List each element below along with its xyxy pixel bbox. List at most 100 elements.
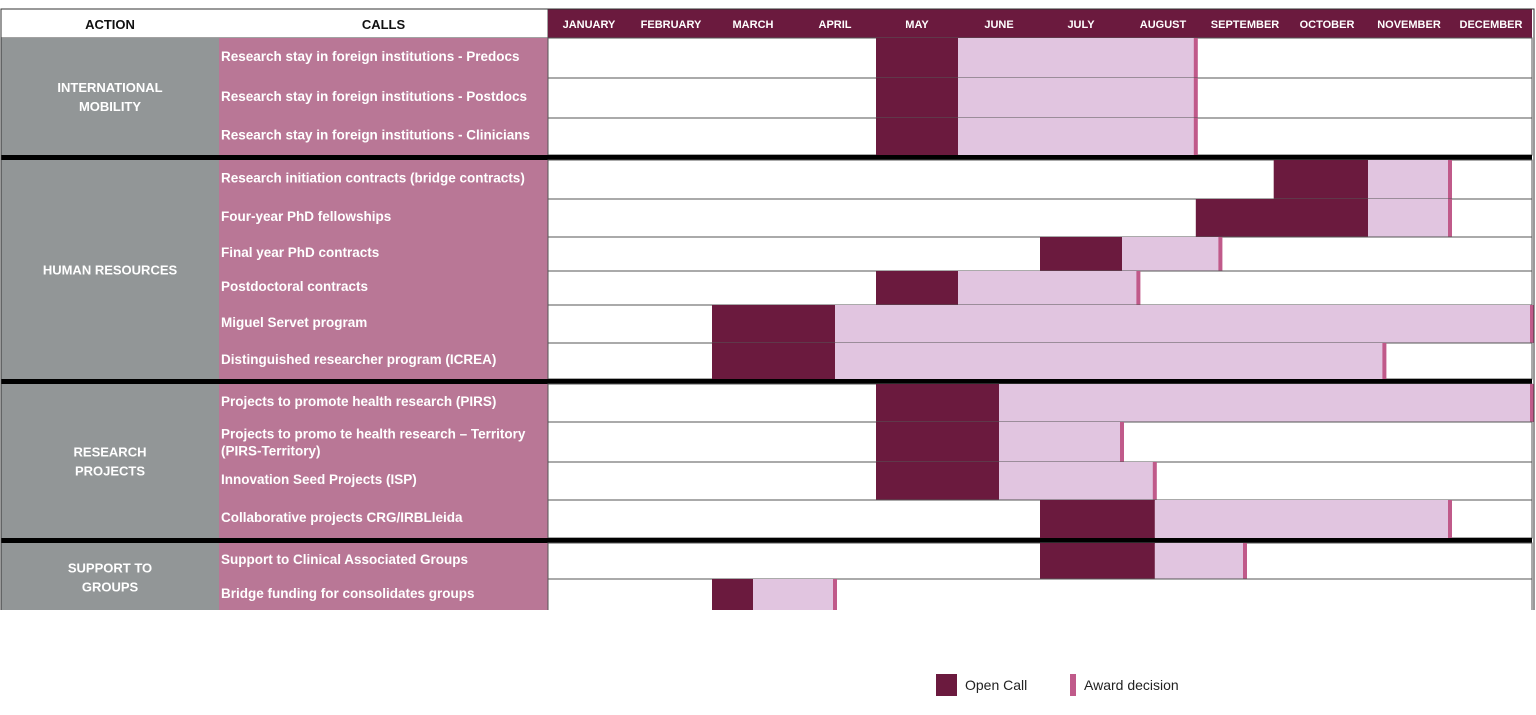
header-calls: CALLS xyxy=(362,17,406,32)
action-label: SUPPORT TO xyxy=(68,561,152,576)
header-left xyxy=(0,8,549,39)
evaluation-period-bar xyxy=(835,343,1385,379)
award-decision-marker xyxy=(1218,237,1223,271)
award-decision-marker xyxy=(1152,462,1157,500)
call-name: Projects to promo te health research – T… xyxy=(221,427,526,442)
evaluation-period-bar xyxy=(1154,500,1450,538)
call-name: Distinguished researcher program (ICREA) xyxy=(221,352,496,367)
call-name-cell xyxy=(219,160,548,199)
award-decision-marker xyxy=(1193,118,1198,155)
call-name: Research stay in foreign institutions - … xyxy=(221,128,530,143)
award-decision-marker xyxy=(1193,78,1198,118)
action-label: MOBILITY xyxy=(79,99,141,114)
call-name: Research stay in foreign institutions - … xyxy=(221,49,520,64)
month-label-november: NOVEMBER xyxy=(1377,19,1441,31)
legend-label-award-decision: Award decision xyxy=(1084,677,1179,693)
legend-swatch-award-decision xyxy=(1070,674,1076,696)
call-name: Four-year PhD fellowships xyxy=(221,209,391,224)
action-label: GROUPS xyxy=(82,580,139,595)
action-label: RESEARCH xyxy=(74,445,147,460)
call-name-cell xyxy=(219,237,548,271)
open-call-bar xyxy=(712,305,835,343)
open-call-bar xyxy=(876,422,999,462)
month-label-january: JANUARY xyxy=(563,19,616,31)
call-timeline-chart: ACTION CALLS JANUARY FEBRUARY MARCH APRIL MAY J… xyxy=(0,8,1535,610)
evaluation-period-bar xyxy=(1154,543,1245,579)
evaluation-period-bar xyxy=(999,462,1155,500)
award-decision-marker xyxy=(833,579,837,610)
open-call-bar xyxy=(1040,543,1155,579)
call-name-cell xyxy=(219,38,548,78)
evaluation-period-bar xyxy=(958,38,1196,78)
legend-item-open-call: Open Call xyxy=(936,674,1027,696)
call-name: Postdoctoral contracts xyxy=(221,279,368,294)
evaluation-period-bar xyxy=(958,118,1196,155)
open-call-bar xyxy=(712,579,753,610)
evaluation-period-bar xyxy=(999,422,1122,462)
evaluation-period-bar xyxy=(958,78,1196,118)
action-label: PROJECTS xyxy=(75,464,145,479)
action-cell xyxy=(1,38,219,155)
action-cell xyxy=(1,384,219,538)
header-action: ACTION xyxy=(85,17,135,32)
evaluation-period-bar xyxy=(958,271,1139,305)
month-label-february: FEBRUARY xyxy=(641,19,702,31)
award-decision-marker xyxy=(1530,384,1534,422)
call-name-cell xyxy=(219,305,548,343)
call-name-cell xyxy=(219,343,548,379)
evaluation-period-bar xyxy=(1368,160,1450,199)
call-name-cell xyxy=(219,271,548,305)
award-decision-marker xyxy=(1530,305,1534,343)
award-decision-marker xyxy=(1382,343,1387,379)
open-call-bar xyxy=(876,462,999,500)
call-name-cell xyxy=(219,579,548,610)
call-name: Projects to promote health research (PIR… xyxy=(221,394,496,409)
call-name: Research stay in foreign institutions - … xyxy=(221,89,527,104)
award-decision-marker xyxy=(1193,38,1198,78)
evaluation-period-bar xyxy=(999,384,1532,422)
evaluation-period-bar xyxy=(1368,199,1450,237)
action-cell xyxy=(1,160,219,379)
month-label-december: DECEMBER xyxy=(1460,19,1523,31)
open-call-bar xyxy=(1273,160,1368,199)
call-name-cell xyxy=(219,543,548,579)
month-label-june: JUNE xyxy=(984,19,1013,31)
month-label-october: OCTOBER xyxy=(1300,19,1355,31)
open-call-bar xyxy=(712,343,835,379)
open-call-bar xyxy=(876,271,958,305)
award-decision-marker xyxy=(1448,500,1452,538)
call-name: (PIRS-Territory) xyxy=(221,444,321,459)
action-label: HUMAN RESOURCES xyxy=(43,263,178,278)
table-border xyxy=(0,8,1535,610)
month-label-may: MAY xyxy=(905,19,929,31)
call-name-cell xyxy=(219,78,548,118)
action-cell xyxy=(1,543,219,610)
open-call-bar xyxy=(876,38,958,78)
group-separator xyxy=(1,155,1532,160)
legend-label-open-call: Open Call xyxy=(965,677,1028,693)
open-call-bar xyxy=(1040,237,1122,271)
open-call-bar xyxy=(1195,199,1368,237)
award-decision-marker xyxy=(1448,199,1452,237)
call-name: Support to Clinical Associated Groups xyxy=(221,552,468,567)
call-name: Collaborative projects CRG/IRBLleida xyxy=(221,510,463,525)
month-label-april: APRIL xyxy=(819,19,852,31)
call-name-cell xyxy=(219,500,548,538)
timeline-row xyxy=(547,578,1533,610)
group-separator xyxy=(1,379,1532,384)
call-name: Miguel Servet program xyxy=(221,315,367,330)
action-label: INTERNATIONAL xyxy=(57,80,162,95)
call-name-cell xyxy=(219,462,548,500)
month-label-august: AUGUST xyxy=(1140,19,1187,31)
legend-item-award-decision: Award decision xyxy=(1070,674,1179,696)
call-name-cell xyxy=(219,118,548,155)
call-name: Innovation Seed Projects (ISP) xyxy=(221,472,417,487)
open-call-bar xyxy=(1040,500,1155,538)
call-name: Final year PhD contracts xyxy=(221,245,379,260)
group-separator xyxy=(1,538,1532,543)
award-decision-marker xyxy=(1136,271,1141,305)
award-decision-marker xyxy=(1448,160,1452,199)
call-name-cell xyxy=(219,422,548,462)
month-label-march: MARCH xyxy=(733,19,774,31)
call-name: Bridge funding for consolidates groups xyxy=(221,586,475,601)
